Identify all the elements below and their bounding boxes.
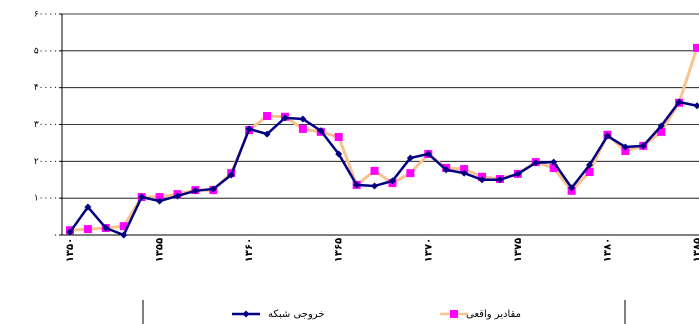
point [388,177,396,185]
point [586,161,594,169]
point [119,222,128,231]
point [585,168,594,177]
x-tick-label: ۱۳۶۵ [334,238,345,262]
x-tick-label: ۱۳۸۵ [692,238,699,262]
point [657,122,665,130]
y-tick-label: ۳۰۰۰۰ [34,120,58,130]
point [442,166,450,174]
point [460,169,468,177]
point [299,115,307,123]
x-tick-label: ۱۳۵۰ [65,238,76,262]
y-tick-label: ۶۰۰۰۰ [34,10,58,20]
point [84,203,92,211]
x-tick-label: ۱۳۵۵ [155,238,166,262]
y-tick-label: ۱۰۰۰۰ [34,194,58,204]
point [514,170,522,178]
point [66,228,74,236]
y-tick-label: ۵۰۰۰۰ [34,46,58,56]
point [263,130,271,138]
point [371,182,379,190]
x-tick-label: ۱۳۸۰ [602,238,613,262]
point [568,184,576,192]
point [227,171,235,179]
point [173,192,181,200]
point [460,165,469,174]
point [245,125,253,133]
point [370,166,379,175]
x-tick-label: ۱۳۷۵ [513,238,524,262]
point [83,225,92,234]
x-tick-label: ۱۳۶۰ [244,238,255,262]
point [621,147,630,156]
point [424,150,432,158]
point [657,127,666,136]
point [693,102,699,110]
point [335,150,343,158]
point [353,181,361,189]
point [102,224,110,232]
legend-marker [450,310,458,318]
point [317,127,325,135]
point [406,169,415,178]
point [138,193,146,201]
point [532,159,540,167]
point [603,132,611,140]
point [156,197,164,205]
point [639,142,647,150]
y-tick-label: ۲۰۰۰۰ [34,157,58,167]
y-tick-label: ۰ [53,231,58,241]
point [550,158,558,166]
point [263,112,272,121]
point [675,98,683,106]
point [298,124,307,133]
series-line [69,47,699,232]
point [621,143,629,151]
point [209,185,217,193]
legend-label: مقادیر واقعی [466,309,521,320]
y-tick-label: ۴۰۰۰۰ [34,83,58,93]
point [693,43,699,52]
series-line [68,100,698,237]
legend-label: خروجی شبکه [268,309,325,320]
point [496,176,504,184]
point [549,163,558,172]
legend-marker [242,310,250,318]
x-tick-label: ۱۳۷۰ [423,238,434,262]
point [281,114,289,122]
point [334,133,343,142]
point [478,176,486,184]
point [155,193,164,202]
point [191,187,199,195]
point [406,154,414,162]
point [120,231,128,239]
